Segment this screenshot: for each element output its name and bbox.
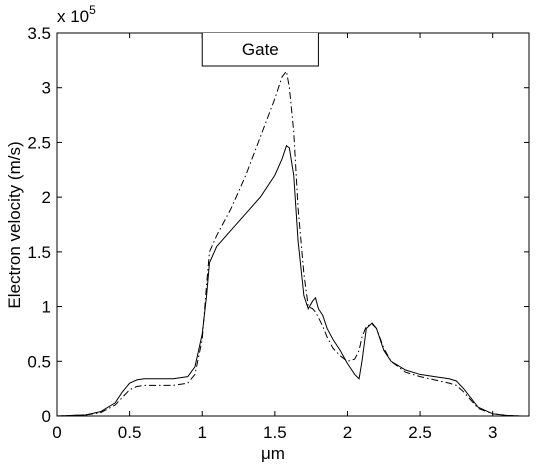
x-tick-label: 3 [488, 423, 497, 442]
gate-label: Gate [242, 40, 279, 59]
gate-box [201, 33, 319, 67]
y-multiplier: x 105 [57, 3, 96, 26]
y-tick-label: 0.5 [27, 352, 51, 371]
x-tick-label: 1.5 [263, 423, 287, 442]
y-tick-label: 1 [42, 298, 51, 317]
y-axis-label: Electron velocity (m/s) [5, 141, 24, 308]
y-multiplier-base: x 10 [57, 7, 89, 26]
x-tick-label: 1 [197, 423, 206, 442]
x-tick-label: 0.5 [118, 423, 142, 442]
y-tick-label: 2.5 [27, 133, 51, 152]
y-tick-label: 2 [42, 188, 51, 207]
y-tick-label: 0 [42, 407, 51, 426]
x-tick-label: 2.5 [408, 423, 432, 442]
y-multiplier-exponent: 5 [89, 3, 96, 17]
series-line [56, 144, 522, 417]
x-tick-label: 0 [52, 423, 61, 442]
y-tick-label: 1.5 [27, 243, 51, 262]
y-tick-label: 3 [42, 79, 51, 98]
series-line [56, 70, 522, 417]
x-axis-label: μm [261, 444, 285, 463]
x-tick-label: 2 [343, 423, 352, 442]
y-tick-label: 3.5 [27, 24, 51, 43]
